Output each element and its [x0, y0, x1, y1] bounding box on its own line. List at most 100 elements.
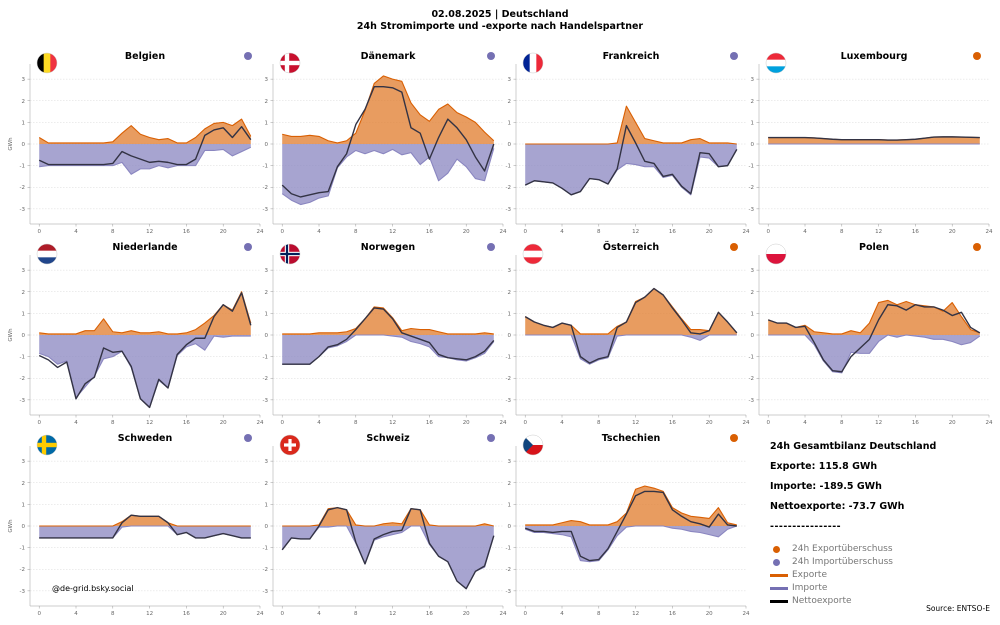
panel-title: Norwegen [361, 242, 416, 253]
net-export-line [524, 287, 738, 364]
legend-exports: Exporte [770, 569, 893, 582]
x-tick-label: 0 [523, 229, 527, 235]
y-tick-label: -2 [749, 376, 754, 382]
x-tick-label: 12 [389, 229, 396, 235]
export-line [525, 105, 737, 145]
x-tick-label: 0 [37, 229, 41, 235]
x-tick-label: 20 [706, 420, 713, 426]
y-tick-label: 3 [508, 459, 512, 465]
x-tick-label: 16 [912, 229, 919, 235]
x-tick-label: 16 [669, 611, 676, 617]
y-tick-label: -2 [263, 376, 268, 382]
x-tick-label: 0 [37, 420, 41, 426]
x-tick-label: 24 [986, 420, 993, 426]
x-tick-label: 20 [220, 420, 227, 426]
flag-stripe [523, 435, 543, 445]
y-tick-label: 1 [22, 502, 26, 508]
y-tick-label: 0 [265, 142, 269, 148]
y-tick-label: 0 [265, 524, 269, 530]
export-area [768, 300, 980, 335]
flag-nl-icon [37, 244, 57, 264]
flag-stripe [50, 53, 57, 73]
export-area [39, 291, 251, 335]
flag-se-icon [37, 435, 57, 455]
x-tick-label: 24 [743, 420, 750, 426]
x-tick-label: 4 [803, 420, 807, 426]
y-tick-label: 0 [751, 333, 755, 339]
y-tick-label: 1 [265, 311, 269, 317]
x-tick-label: 24 [257, 420, 264, 426]
panel-title: Polen [859, 242, 889, 253]
flag-cross-inner-h [280, 252, 300, 256]
flag-outline [279, 52, 301, 74]
y-tick-label: -1 [263, 164, 268, 170]
export-area [39, 515, 251, 526]
x-tick-label: 12 [632, 420, 639, 426]
y-tick-label: -3 [263, 207, 269, 213]
flag-outline [36, 434, 58, 456]
y-tick-label: 1 [508, 311, 512, 317]
y-tick-label: 3 [508, 268, 512, 274]
export-line [38, 118, 252, 144]
import-area [39, 335, 251, 408]
flag-outline [279, 243, 301, 265]
legend-export-surplus: 24h Exportüberschuss [770, 543, 893, 556]
x-tick-label: 0 [280, 611, 284, 617]
y-tick-label: 0 [751, 142, 755, 148]
x-tick-label: 12 [389, 611, 396, 617]
x-tick-label: 12 [875, 229, 882, 235]
import-line [768, 334, 981, 374]
panel-title: Frankreich [603, 51, 660, 62]
panel-title: Dänemark [361, 51, 416, 62]
panel-balance-dot [973, 243, 981, 251]
x-tick-label: 20 [463, 611, 470, 617]
flag-cross-h [37, 442, 57, 448]
x-tick-label: 12 [875, 420, 882, 426]
flag-stripe [766, 244, 786, 255]
net-export-line [282, 307, 495, 365]
y-tick-label: 2 [22, 481, 26, 487]
flag-no-icon [280, 244, 300, 264]
y-tick-label: -3 [20, 207, 26, 213]
panel-title: Schweiz [366, 433, 410, 444]
y-tick-label: 2 [508, 290, 512, 296]
y-tick-label: -2 [20, 185, 25, 191]
y-tick-label: -1 [506, 355, 511, 361]
flag-stripe [523, 250, 543, 258]
y-tick-label: 0 [508, 142, 512, 148]
x-tick-label: 12 [146, 229, 153, 235]
export-area [525, 106, 737, 144]
export-area [282, 306, 494, 335]
flag-fr-icon [523, 53, 543, 73]
x-tick-label: 0 [523, 420, 527, 426]
y-tick-label: -1 [20, 164, 25, 170]
net-export-line [768, 136, 980, 141]
x-tick-label: 8 [354, 420, 358, 426]
y-tick-label: 1 [508, 502, 512, 508]
x-tick-label: 16 [669, 420, 676, 426]
y-tick-label: 3 [751, 77, 755, 83]
net-export-line [281, 506, 495, 590]
flag-stripe [523, 257, 543, 264]
y-tick-label: 2 [22, 290, 26, 296]
y-tick-label: 0 [22, 333, 26, 339]
import-line [39, 146, 252, 175]
x-tick-label: 4 [74, 229, 78, 235]
x-tick-label: 0 [37, 611, 41, 617]
x-tick-label: 24 [257, 611, 264, 617]
net-export-line [524, 124, 738, 196]
summary-title: 24h Gesamtbilanz Deutschland [770, 441, 937, 452]
flag-pl-icon [766, 244, 786, 264]
x-tick-label: 20 [706, 611, 713, 617]
y-tick-label: -1 [263, 546, 268, 552]
x-tick-label: 0 [280, 420, 284, 426]
panel-balance-dot [730, 434, 738, 442]
x-tick-label: 20 [949, 229, 956, 235]
flag-be-icon [37, 53, 57, 73]
panel-balance-dot [487, 434, 495, 442]
